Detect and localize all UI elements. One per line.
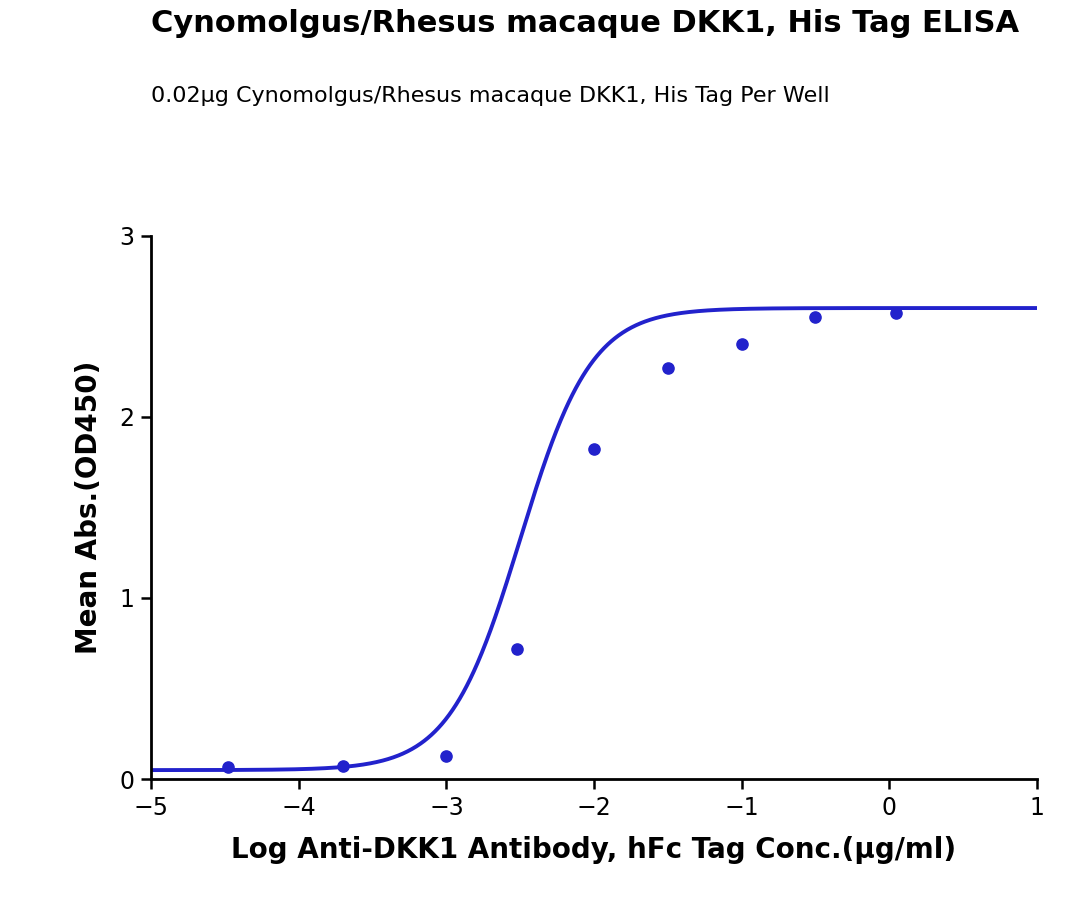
Point [335,758,352,773]
Point [437,748,455,763]
Point [888,306,905,321]
Point [219,760,237,775]
X-axis label: Log Anti-DKK1 Antibody, hFc Tag Conc.(μg/ml): Log Anti-DKK1 Antibody, hFc Tag Conc.(μg… [231,836,957,864]
Point [585,442,603,457]
Point [659,361,676,375]
Y-axis label: Mean Abs.(OD450): Mean Abs.(OD450) [75,361,103,654]
Point [733,337,751,352]
Point [509,641,526,656]
Point [807,310,824,324]
Text: Cynomolgus/Rhesus macaque DKK1, His Tag ELISA: Cynomolgus/Rhesus macaque DKK1, His Tag … [151,9,1020,38]
Text: 0.02μg Cynomolgus/Rhesus macaque DKK1, His Tag Per Well: 0.02μg Cynomolgus/Rhesus macaque DKK1, H… [151,86,829,106]
